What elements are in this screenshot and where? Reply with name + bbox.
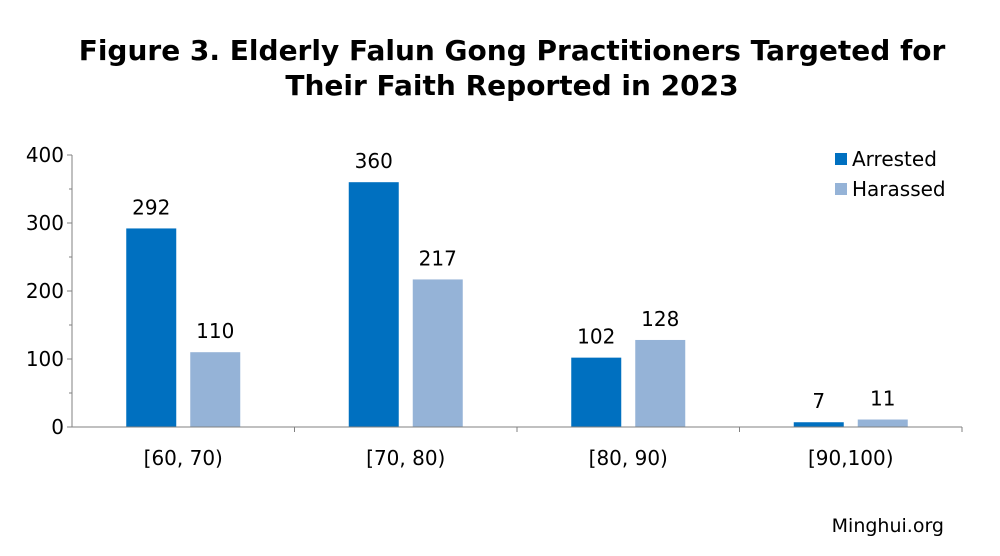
y-tick-label-300: 300 bbox=[26, 211, 64, 235]
legend-label-harassed: Harassed bbox=[852, 177, 946, 201]
legend-label-arrested: Arrested bbox=[852, 147, 937, 171]
bar-arrested-80-90 bbox=[571, 357, 622, 427]
x-tick-label-80-90: [80, 90) bbox=[589, 446, 668, 470]
data-label-harassed-70-80: 217 bbox=[419, 246, 457, 270]
y-tick-label-0: 0 bbox=[51, 415, 64, 439]
bar-harassed-70-80 bbox=[412, 279, 463, 427]
y-tick-label-200: 200 bbox=[26, 279, 64, 303]
data-label-harassed-90-100: 11 bbox=[870, 387, 895, 411]
data-label-arrested-80-90: 102 bbox=[577, 325, 615, 349]
y-axis: 0 100 200 300 400 bbox=[26, 143, 72, 439]
data-label-harassed-60-70: 110 bbox=[196, 319, 234, 343]
bar-arrested-60-70 bbox=[126, 228, 177, 427]
bar-harassed-90-100 bbox=[857, 419, 908, 427]
data-label-arrested-90-100: 7 bbox=[812, 389, 825, 413]
chart-title-line-2: Their Faith Reported in 2023 bbox=[285, 69, 738, 102]
x-tick-label-70-80: [70, 80) bbox=[366, 446, 445, 470]
bar-harassed-60-70 bbox=[190, 352, 241, 427]
chart-title-line-1: Figure 3. Elderly Falun Gong Practitione… bbox=[79, 34, 946, 67]
legend: Arrested Harassed bbox=[835, 147, 946, 201]
data-label-harassed-80-90: 128 bbox=[641, 307, 679, 331]
data-label-arrested-70-80: 360 bbox=[355, 149, 393, 173]
bars-group bbox=[126, 182, 908, 427]
data-labels-group: 292 110 360 217 102 128 7 11 bbox=[132, 149, 895, 413]
source-label: Minghui.org bbox=[832, 515, 944, 537]
bar-arrested-90-100 bbox=[793, 422, 844, 427]
legend-swatch-harassed bbox=[835, 183, 847, 195]
legend-swatch-arrested bbox=[835, 153, 847, 165]
y-tick-label-100: 100 bbox=[26, 347, 64, 371]
bar-arrested-70-80 bbox=[348, 182, 399, 427]
x-tick-label-60-70: [60, 70) bbox=[144, 446, 223, 470]
bar-harassed-80-90 bbox=[635, 339, 686, 427]
y-tick-label-400: 400 bbox=[26, 143, 64, 167]
x-axis: [60, 70) [70, 80) [80, 90) [90,100) bbox=[144, 427, 963, 470]
x-tick-label-90-100: [90,100) bbox=[808, 446, 894, 470]
data-label-arrested-60-70: 292 bbox=[132, 195, 170, 219]
